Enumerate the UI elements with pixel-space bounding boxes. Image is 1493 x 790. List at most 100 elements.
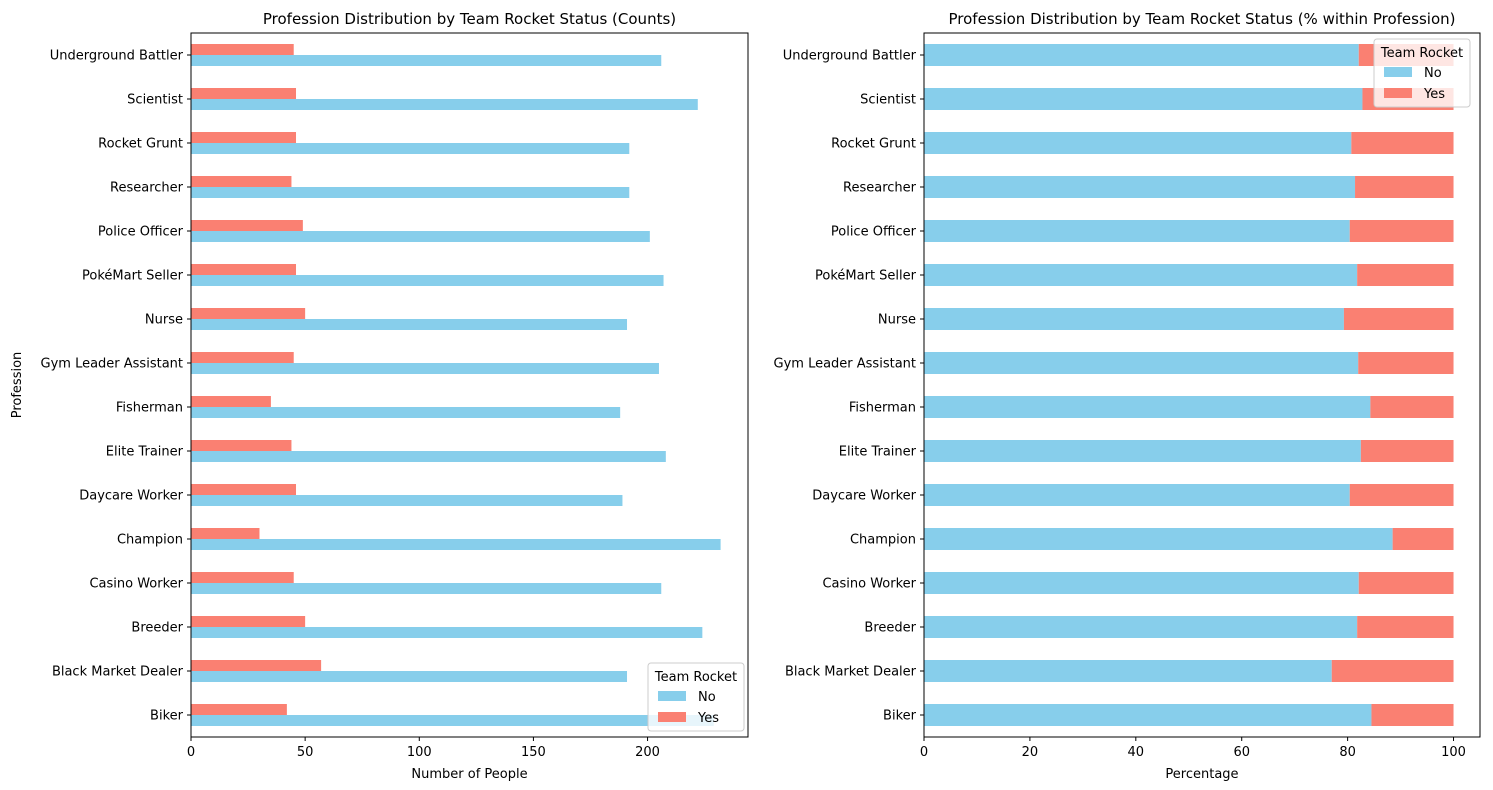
legend-swatch	[1384, 67, 1412, 77]
bar-yes	[191, 484, 297, 495]
bar-yes	[191, 352, 294, 363]
y-tick-label: Nurse	[878, 313, 916, 328]
legend-label: No	[698, 690, 716, 705]
bar-no	[191, 55, 662, 66]
bar-no	[191, 319, 628, 330]
y-tick-label: Underground Battler	[50, 49, 184, 64]
bar-no	[191, 99, 698, 110]
y-tick-label: Daycare Worker	[79, 489, 183, 504]
legend-label: Yes	[1423, 87, 1445, 102]
bar-no	[924, 396, 1371, 418]
y-tick-label: Champion	[117, 533, 183, 548]
bar-no	[924, 264, 1358, 286]
x-tick-label: 100	[1441, 745, 1466, 760]
bar-yes	[191, 440, 292, 451]
plot-frame	[190, 32, 749, 738]
x-tick-label: 50	[297, 745, 314, 760]
bar-yes	[1357, 264, 1454, 286]
legend-swatch	[658, 712, 686, 722]
y-tick-label: Police Officer	[831, 225, 917, 240]
x-tick-label: 80	[1339, 745, 1356, 760]
y-tick-label: Rocket Grunt	[98, 137, 183, 152]
y-tick-label: Scientist	[860, 93, 916, 108]
y-tick-label: Researcher	[110, 181, 184, 196]
bar-yes	[1357, 616, 1454, 638]
bar-no	[924, 440, 1361, 462]
x-tick-label: 150	[521, 745, 546, 760]
bar-no	[191, 539, 721, 550]
x-tick-label: 40	[1128, 745, 1145, 760]
bar-yes	[191, 660, 322, 671]
bar-yes	[191, 220, 303, 231]
bar-no	[924, 660, 1332, 682]
y-tick-label: PokéMart Seller	[815, 269, 917, 284]
bar-yes	[191, 44, 294, 55]
bar-no	[924, 484, 1350, 506]
bar-no	[191, 275, 664, 286]
bar-yes	[1358, 352, 1454, 374]
legend-swatch	[658, 691, 686, 701]
bar-yes	[1392, 528, 1454, 550]
y-axis-label: Profession	[10, 352, 25, 419]
y-tick-label: Police Officer	[98, 225, 184, 240]
legend-swatch	[1384, 88, 1412, 98]
y-tick-label: Champion	[850, 533, 916, 548]
bar-yes	[1349, 484, 1454, 506]
bar-no	[924, 616, 1358, 638]
bar-no	[191, 451, 666, 462]
legend-label: No	[1424, 66, 1442, 81]
bar-no	[191, 583, 662, 594]
bar-yes	[1371, 704, 1454, 726]
x-tick-label: 100	[407, 745, 432, 760]
bar-no	[191, 627, 703, 638]
y-tick-label: Elite Trainer	[839, 445, 917, 460]
y-tick-label: Daycare Worker	[812, 489, 916, 504]
bar-no	[924, 88, 1363, 110]
bar-yes	[191, 264, 297, 275]
plot-frame	[923, 32, 1481, 738]
bar-yes	[1349, 220, 1454, 242]
bar-yes	[191, 528, 260, 539]
bar-no	[191, 671, 628, 682]
bar-no	[924, 176, 1356, 198]
bar-yes	[191, 616, 306, 627]
legend-label: Yes	[697, 711, 719, 726]
y-tick-label: Casino Worker	[89, 577, 183, 592]
bar-yes	[191, 132, 297, 143]
bar-no	[924, 528, 1393, 550]
bar-yes	[191, 308, 306, 319]
bar-yes	[191, 176, 292, 187]
y-tick-label: Scientist	[127, 93, 183, 108]
y-tick-label: Black Market Dealer	[52, 665, 184, 680]
y-tick-label: Fisherman	[849, 401, 916, 416]
bar-yes	[191, 704, 287, 715]
bar-no	[924, 704, 1372, 726]
chart-title: Profession Distribution by Team Rocket S…	[949, 10, 1456, 28]
y-tick-label: Elite Trainer	[106, 445, 184, 460]
chart-title: Profession Distribution by Team Rocket S…	[263, 10, 676, 28]
bar-no	[191, 187, 630, 198]
y-tick-label: Black Market Dealer	[785, 665, 917, 680]
bar-no	[191, 715, 714, 726]
bar-no	[191, 363, 659, 374]
y-tick-label: Breeder	[864, 621, 916, 636]
x-tick-label: 200	[635, 745, 660, 760]
y-tick-label: Gym Leader Assistant	[41, 357, 184, 372]
bar-yes	[1358, 572, 1454, 594]
bar-yes	[1331, 660, 1454, 682]
y-tick-label: PokéMart Seller	[82, 269, 184, 284]
bar-yes	[191, 88, 297, 99]
y-tick-label: Breeder	[131, 621, 183, 636]
y-tick-label: Gym Leader Assistant	[774, 357, 917, 372]
x-tick-label: 20	[1022, 745, 1039, 760]
bar-yes	[1360, 440, 1454, 462]
x-tick-label: 0	[187, 745, 195, 760]
bar-yes	[191, 396, 271, 407]
bar-no	[924, 308, 1344, 330]
bar-no	[924, 44, 1359, 66]
y-tick-label: Biker	[150, 709, 184, 724]
x-tick-label: 0	[920, 745, 928, 760]
y-tick-label: Researcher	[843, 181, 917, 196]
